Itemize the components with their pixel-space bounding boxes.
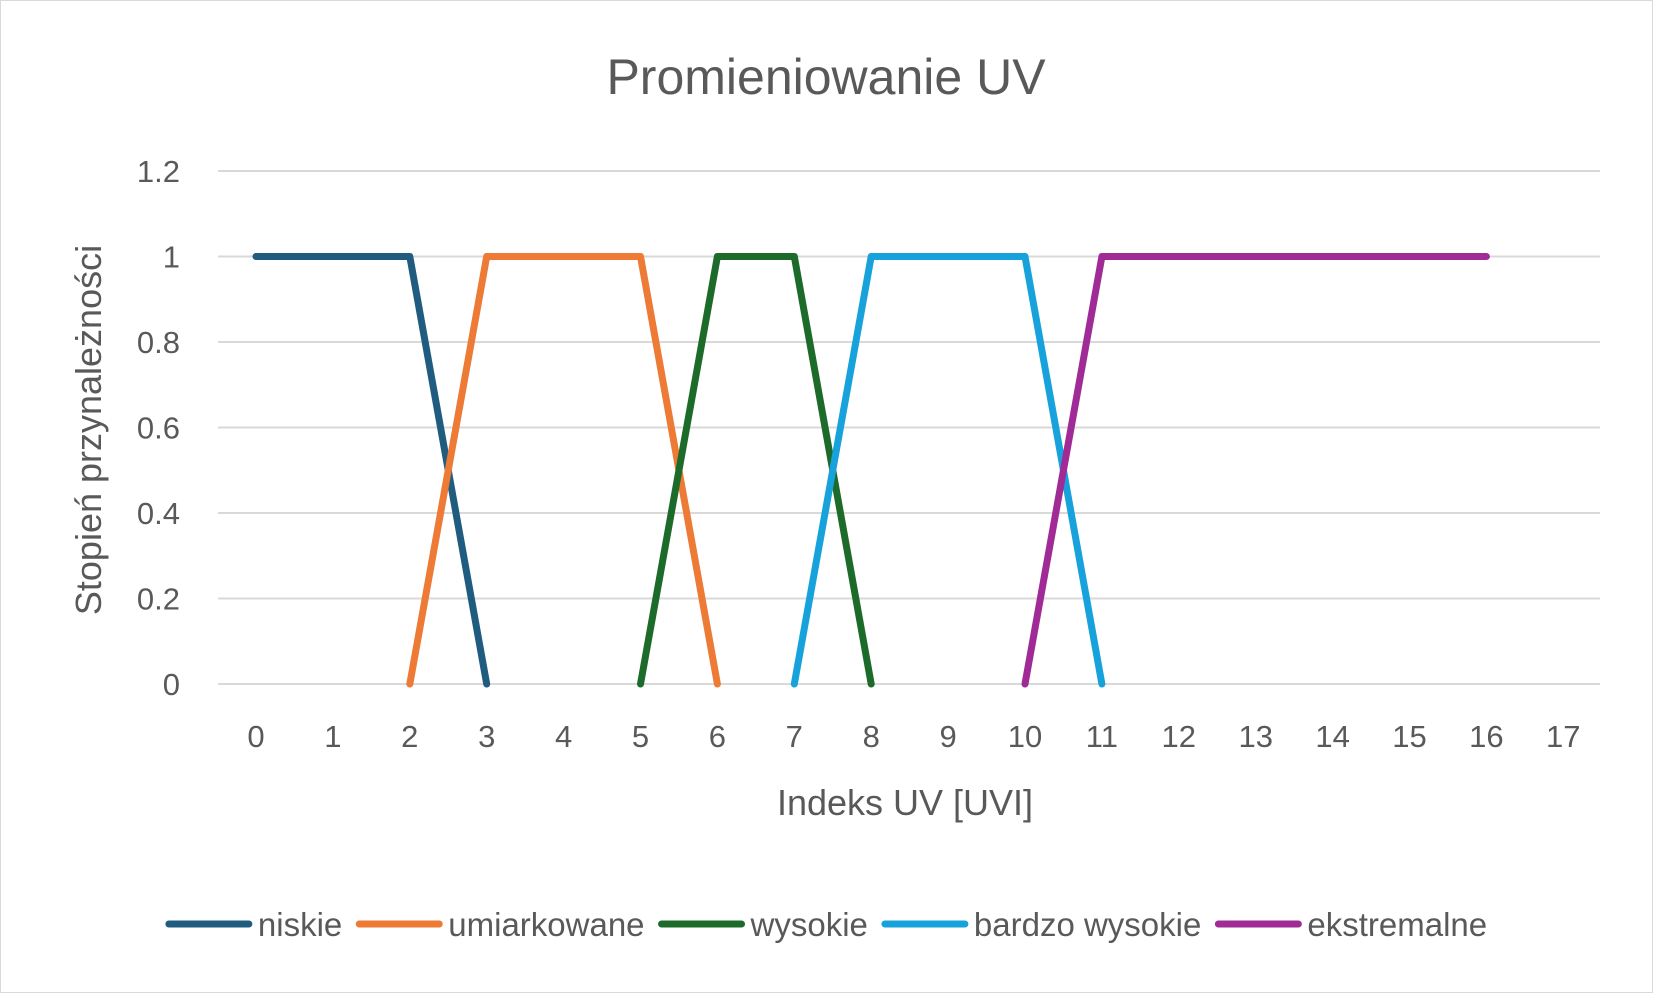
x-tick-label: 7 <box>786 719 803 754</box>
x-tick-label: 11 <box>1086 719 1118 754</box>
x-tick-label: 4 <box>555 719 572 754</box>
y-axis-label: Stopień przynależności <box>68 245 109 615</box>
x-tick-label: 1 <box>324 719 341 754</box>
x-tick-label: 15 <box>1392 719 1426 754</box>
legend-label: niskie <box>258 906 342 943</box>
x-tick-label: 8 <box>863 719 880 754</box>
x-tick-label: 2 <box>401 719 418 754</box>
y-tick-label: 0 <box>163 667 180 702</box>
x-tick-label: 13 <box>1238 719 1272 754</box>
legend-label: umiarkowane <box>448 906 644 943</box>
legend: niskie umiarkowane wysokie bardzo wysokie ek… <box>165 906 1487 943</box>
legend-label: wysokie <box>750 906 868 943</box>
series-lines <box>252 253 1490 688</box>
x-tick-label: 9 <box>939 719 956 754</box>
y-axis-ticks: 0 0.2 0.4 0.6 0.8 1 1.2 <box>137 154 180 702</box>
legend-label: ekstremalne <box>1307 906 1487 943</box>
x-axis-label: Indeks UV [UVI] <box>777 782 1033 823</box>
y-tick-label: 0.6 <box>137 411 180 446</box>
chart-title: Promieniowanie UV <box>606 49 1046 105</box>
x-tick-label: 10 <box>1008 719 1042 754</box>
series-line-5 <box>1021 253 1490 688</box>
x-axis-ticks: 0 1 2 3 4 5 6 7 8 9 10 11 12 13 14 15 16 17 <box>247 719 1580 754</box>
y-tick-label: 1 <box>163 240 180 275</box>
x-tick-label: 0 <box>247 719 264 754</box>
x-tick-label: 6 <box>709 719 726 754</box>
x-tick-label: 17 <box>1546 719 1580 754</box>
y-tick-label: 0.8 <box>137 325 180 360</box>
x-tick-label: 5 <box>632 719 649 754</box>
x-tick-label: 12 <box>1162 719 1196 754</box>
y-tick-label: 1.2 <box>137 154 180 189</box>
legend-label: bardzo wysokie <box>974 906 1201 943</box>
x-tick-label: 3 <box>478 719 495 754</box>
y-tick-label: 0.4 <box>137 496 180 531</box>
series-line-3 <box>637 253 875 688</box>
series-line-1 <box>252 253 491 688</box>
series-line-2 <box>406 253 721 688</box>
y-tick-label: 0.2 <box>137 582 180 617</box>
x-tick-label: 14 <box>1315 719 1349 754</box>
series-line-4 <box>790 253 1106 688</box>
x-tick-label: 16 <box>1469 719 1503 754</box>
